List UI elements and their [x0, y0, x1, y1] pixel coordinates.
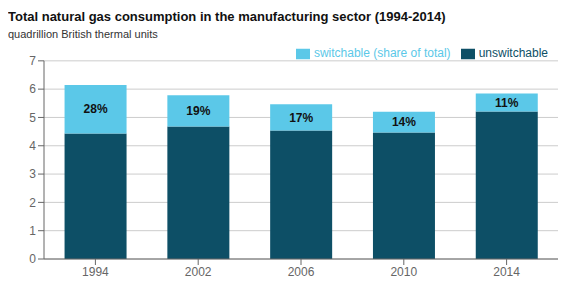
svg-text:19%: 19%: [186, 104, 210, 118]
svg-text:5: 5: [29, 111, 36, 125]
html-text:Total natural gas consumption: Total natural gas consumption in the man…: [8, 9, 446, 24]
svg-text:2: 2: [29, 196, 36, 210]
svg-text:11%: 11%: [495, 96, 519, 110]
svg-text:4: 4: [29, 139, 36, 153]
svg-text:2014: 2014: [493, 265, 520, 279]
svg-text:2002: 2002: [185, 265, 212, 279]
html-text:quadrillion British thermal un: quadrillion British thermal units: [8, 28, 158, 40]
svg-text:14%: 14%: [392, 115, 416, 129]
svg-text:2006: 2006: [288, 265, 315, 279]
svg-text:3: 3: [29, 167, 36, 181]
svg-text:0: 0: [29, 252, 36, 266]
html-text:unswitchable: unswitchable: [478, 46, 548, 60]
svg-text:17%: 17%: [289, 111, 313, 125]
svg-text:28%: 28%: [84, 102, 108, 116]
svg-text:2010: 2010: [390, 265, 417, 279]
svg-text:6: 6: [29, 82, 36, 96]
svg-text:1: 1: [29, 224, 36, 238]
html-text:switchable (share of total): switchable (share of total): [313, 46, 451, 60]
svg-text:1994: 1994: [82, 265, 109, 279]
svg-text:7: 7: [29, 54, 36, 68]
